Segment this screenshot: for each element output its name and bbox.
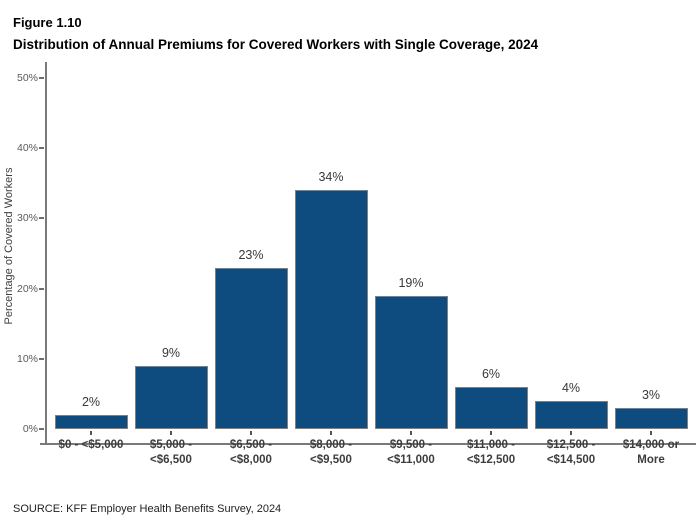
x-axis-label: $14,000 or More [622, 439, 680, 466]
x-axis-label: $11,000 - <$12,500 [466, 439, 516, 466]
x-tick-mark [410, 431, 412, 435]
y-tick-label: 10% [16, 352, 38, 365]
y-tick-mark [39, 77, 44, 80]
y-tick-mark [39, 357, 44, 360]
bar-value-label: 6% [481, 366, 501, 381]
bar-value-label: 19% [398, 275, 424, 290]
bar-value-label: 4% [561, 380, 581, 395]
bar [534, 400, 608, 429]
bar [214, 267, 288, 429]
bar-value-label: 23% [238, 247, 264, 262]
y-tick-mark [39, 147, 44, 150]
x-tick-mark [650, 431, 652, 435]
y-tick-label: 50% [16, 72, 38, 85]
y-tick-label: 30% [16, 212, 38, 225]
figure-title: Distribution of Annual Premiums for Cove… [13, 37, 539, 52]
bar [54, 414, 128, 429]
bar [294, 190, 368, 429]
x-axis-label: $0 - <$5,000 [58, 439, 124, 451]
x-axis-line [40, 443, 696, 445]
y-tick-mark [39, 287, 44, 290]
bar [374, 295, 448, 429]
y-axis-title: Percentage of Covered Workers [3, 167, 15, 325]
x-tick-mark [170, 431, 172, 435]
bar [134, 365, 208, 429]
y-axis-line [45, 62, 47, 445]
bar-value-label: 3% [641, 387, 661, 402]
x-tick-mark [330, 431, 332, 435]
bar-value-label: 34% [318, 170, 344, 185]
x-tick-mark [250, 431, 252, 435]
bar [614, 407, 688, 429]
y-tick-label: 20% [16, 282, 38, 295]
x-axis-label: $9,500 - <$11,000 [387, 439, 435, 466]
figure-number: Figure 1.10 [13, 15, 82, 30]
y-tick-label: 40% [16, 142, 38, 155]
source-note: SOURCE: KFF Employer Health Benefits Sur… [13, 503, 282, 515]
x-axis-label: $5,000 - <$6,500 [149, 439, 193, 466]
x-tick-mark [570, 431, 572, 435]
y-tick-mark [39, 428, 44, 430]
y-tick-mark [39, 217, 44, 220]
bar-value-label: 2% [81, 394, 101, 409]
x-axis-label: $12,500 - <$14,500 [546, 439, 596, 466]
x-axis-label: $6,500 - <$8,000 [229, 439, 273, 466]
bar-value-label: 9% [161, 345, 181, 360]
bar-chart-plot-area: 0% 10% 20% 30% 40% 50% 2% $0 - <$5,000 9% $5,000 … [17, 62, 691, 466]
x-tick-mark [490, 431, 492, 435]
x-tick-mark [90, 431, 92, 435]
x-axis-label: $8,000 - <$9,500 [309, 439, 353, 466]
bar [454, 386, 528, 429]
y-tick-label: 0% [22, 423, 38, 435]
